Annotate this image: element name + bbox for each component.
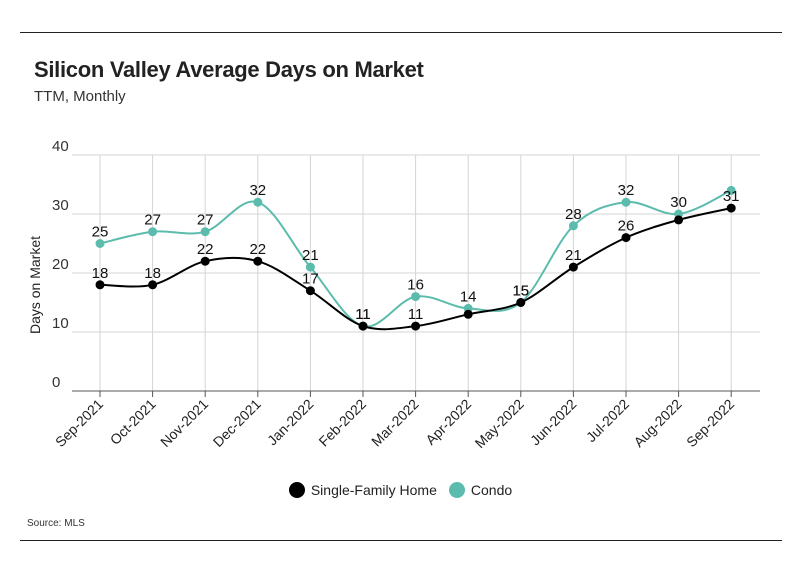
data-point-single-family-home [253,256,263,266]
x-tick-label: Apr-2022 [422,396,474,448]
data-point-single-family-home [305,286,315,296]
data-point-single-family-home [148,280,158,290]
data-label-single-family-home: 22 [249,241,266,258]
source-note: Source: MLS [27,518,85,529]
x-tick-label: Sep-2022 [683,396,737,450]
data-label-condo: 32 [618,182,635,199]
data-point-condo [148,227,158,237]
data-label-condo: 11 [355,306,371,323]
x-tick-label: Oct-2021 [107,396,159,448]
data-label-condo: 30 [670,194,687,211]
data-label-condo: 28 [565,206,582,223]
data-label-single-family-home: 11 [355,306,371,323]
data-label-single-family-home: 26 [618,218,635,235]
grid-layer [72,154,760,391]
x-tick-label: Jul-2022 [583,396,632,445]
x-tick-label: Jun-2022 [527,396,580,449]
data-point-condo [305,262,315,272]
x-tick-label: Aug-2022 [630,396,684,450]
x-tick-label: Nov-2021 [157,396,211,450]
data-point-condo [621,197,631,207]
data-label-single-family-home: 15 [512,283,529,300]
legend-swatch-single-family-home [288,482,305,498]
y-tick-label: 40 [52,138,69,155]
y-tick-label: 30 [52,197,69,214]
data-point-single-family-home [95,280,105,290]
data-label-condo: 16 [407,277,424,294]
data-point-condo [253,197,263,207]
y-tick-label: 0 [52,374,60,391]
x-tick-label: Jan-2022 [264,396,317,449]
data-label-condo: 14 [460,288,477,305]
data-point-single-family-home [463,309,473,319]
data-label-condo: 15 [512,283,529,300]
data-label-condo: 27 [197,212,214,229]
y-axis-title: Days on Market [27,236,43,334]
top-rule [20,32,782,33]
chart-subtitle: TTM, Monthly [34,88,126,105]
axis-layer: 0 10 20 30 40 Sep-2021 Oct-2021Nov-2021Dec-202… [27,138,760,451]
data-label-condo: 32 [249,182,266,199]
data-label-single-family-home: 18 [92,265,109,282]
data-point-single-family-home [200,256,210,266]
data-point-single-family-home [726,203,736,213]
data-point-single-family-home [411,321,421,331]
legend-item-condo[interactable]: Condo [448,482,513,498]
legend: Single-Family Home Condo [0,482,801,498]
series-layer [95,185,736,331]
data-label-condo: 27 [144,212,161,229]
data-point-single-family-home [568,262,578,272]
y-tick-label: 10 [52,315,69,332]
data-point-single-family-home [621,233,631,243]
x-tick-label: Dec-2021 [210,396,264,450]
data-point-single-family-home [516,298,526,307]
chart-title: Silicon Valley Average Days on Market [34,57,424,82]
data-label-single-family-home: 18 [144,265,161,282]
x-tick-label: Sep-2021 [52,396,106,450]
data-label-single-family-home: 21 [565,247,582,264]
data-point-condo [200,227,210,237]
legend-swatch-condo [448,482,465,498]
x-tick-label: Feb-2022 [315,396,369,450]
data-label-single-family-home: 22 [197,241,214,258]
data-label-condo: 21 [302,247,319,264]
legend-item-single-family-home[interactable]: Single-Family Home [288,482,437,498]
data-point-condo [568,221,578,231]
legend-label-single-family-home: Single-Family Home [310,482,437,498]
data-point-single-family-home [674,215,684,225]
data-point-single-family-home [358,321,368,331]
data-label-single-family-home: 31 [723,188,740,205]
data-label-single-family-home: 11 [408,306,424,323]
y-tick-label: 20 [52,256,69,273]
legend-label-condo: Condo [470,482,513,498]
data-point-condo [95,239,105,248]
x-tick-label: Mar-2022 [368,396,422,450]
data-label-single-family-home: 17 [302,271,319,288]
bottom-rule [20,540,782,541]
x-tick-label: May-2022 [472,396,527,451]
data-point-condo [411,292,421,302]
data-point-condo [726,185,736,195]
data-label-condo: 25 [92,224,109,241]
